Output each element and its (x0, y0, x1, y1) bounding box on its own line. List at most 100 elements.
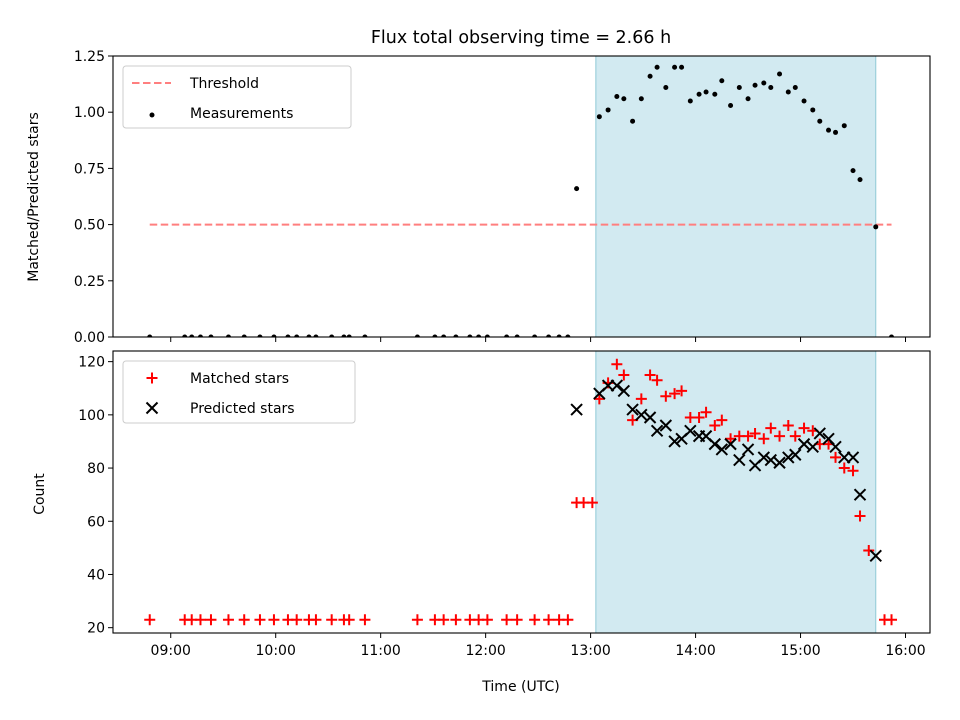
matched-star-point (343, 614, 355, 626)
measurement-point (504, 334, 510, 337)
matched-star-point (611, 358, 623, 370)
measurement-point (453, 334, 459, 337)
matched-star-point (593, 393, 605, 405)
predicted-star-point (715, 443, 729, 456)
measurement-point (630, 118, 636, 124)
matched-star-point (291, 614, 303, 626)
matched-star-point (501, 614, 513, 626)
predicted-star-point (797, 437, 811, 451)
y-tick-label: 120 (78, 355, 105, 371)
y-axis-label-top: Matched/Predicted stars (26, 112, 42, 282)
legend-box (122, 65, 352, 129)
top-axes: 0.00 0.25 0.50 0.75 1.00 1.25 Threshold Measure… (74, 49, 931, 346)
predicted-star-point (773, 456, 786, 469)
matched-star-point (586, 497, 598, 509)
matched-star-point (838, 462, 850, 474)
legend-label: Threshold (189, 76, 259, 92)
x-tick-label: 14:00 (675, 643, 715, 659)
legend-label: Predicted stars (190, 401, 295, 417)
measurement-point (147, 334, 153, 337)
predicted-star-point (733, 453, 746, 467)
bottom-axes: 20 40 60 80 100 120 09:00 10:00 11:00 12:00 13:00 1… (78, 350, 931, 659)
matched-star-point (268, 614, 280, 626)
matched-star-point (543, 614, 555, 626)
chart-title: Flux total observing time = 2.66 h (371, 28, 671, 48)
matched-star-point (205, 614, 217, 626)
measurement-point (574, 186, 580, 192)
measurement-point (294, 334, 300, 337)
predicted-star-point (782, 451, 795, 464)
y-axis-label-bottom: Count (32, 473, 48, 515)
matched-star-point (481, 614, 493, 626)
x-tick-label: 15:00 (780, 643, 820, 659)
matched-star-point (725, 433, 737, 445)
matched-star-point (144, 614, 156, 626)
legend-measurement-swatch (149, 112, 155, 118)
measurement-point (565, 334, 571, 337)
matched-star-point (326, 614, 338, 626)
predicted-star-point (829, 440, 842, 453)
measurement-point (850, 168, 856, 174)
measurement-point (752, 82, 758, 88)
matched-star-point (774, 430, 786, 442)
predicted-star-point (668, 435, 681, 448)
matched-star-point (529, 614, 541, 626)
matched-star-point (254, 614, 266, 626)
matched-star-point (765, 422, 777, 434)
measurement-point (703, 89, 709, 95)
y-tick-label: 0.50 (74, 218, 105, 234)
predicted-star-point (724, 437, 737, 451)
predicted-star-point (853, 488, 867, 501)
matched-star-point (450, 614, 462, 626)
legend-box (122, 360, 356, 424)
x-tick-label: 10:00 (256, 643, 296, 659)
measurement-point (728, 102, 734, 108)
legend-label: Matched stars (190, 371, 289, 387)
predicted-star-point (635, 408, 648, 422)
measurement-point (801, 98, 807, 104)
predicted-star-point (806, 440, 819, 453)
measurement-point (833, 129, 839, 135)
matched-star-point (635, 393, 647, 405)
axes-frame (112, 55, 931, 338)
matched-star-point (669, 388, 681, 400)
measurement-point (687, 98, 693, 104)
measurement-point (596, 114, 602, 120)
matched-star-point (438, 614, 450, 626)
matched-star-point (222, 614, 234, 626)
measurement-point (329, 334, 335, 337)
predicted-star-point (659, 419, 673, 432)
measurement-point (873, 224, 879, 230)
y-tick-label: 60 (87, 514, 105, 530)
measurement-point (341, 334, 347, 337)
measurement-point (189, 334, 195, 337)
predicted-star-point (764, 453, 778, 467)
measurement-point (614, 93, 620, 99)
matched-star-point (742, 430, 754, 442)
measurement-point (484, 334, 490, 337)
measurement-point (362, 334, 368, 337)
measurement-point (654, 64, 660, 70)
shaded-observing-window (595, 350, 877, 634)
y-tick-label: 20 (87, 621, 105, 637)
y-tick-label: 40 (87, 567, 105, 583)
x-tick-label: 09:00 (151, 643, 191, 659)
measurement-point (271, 334, 277, 337)
measurement-point (672, 64, 678, 70)
measurement-point (225, 334, 231, 337)
measurement-point (414, 334, 420, 337)
measurement-point (810, 107, 816, 113)
measurement-point (346, 334, 352, 337)
measurement-point (313, 334, 319, 337)
predicted-star-point (869, 549, 882, 563)
measurement-point (679, 64, 685, 70)
matched-star-point (676, 385, 688, 397)
measurement-point (197, 334, 203, 337)
measurement-point (546, 334, 552, 337)
matched-star-point (411, 614, 423, 626)
measurement-point (556, 334, 562, 337)
matched-star-point (359, 614, 371, 626)
measurement-point (605, 107, 611, 113)
measurement-point (761, 80, 767, 86)
y-tick-label: 80 (87, 461, 105, 477)
